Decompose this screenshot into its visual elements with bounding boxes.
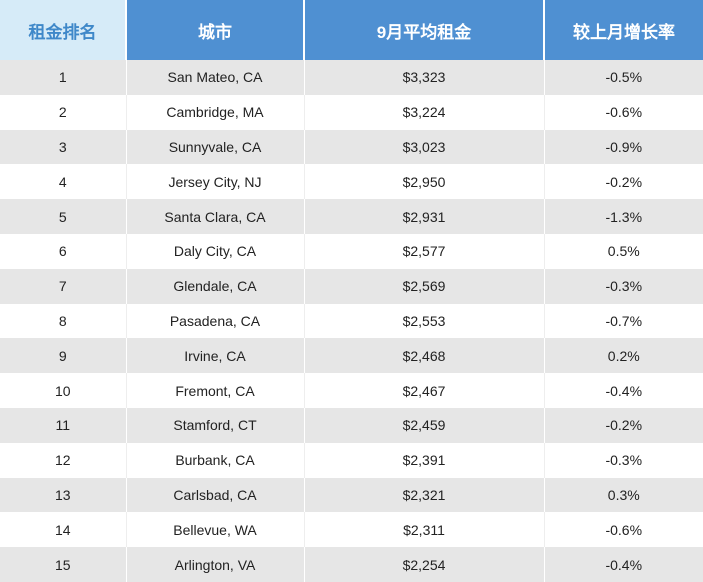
cell-city: Daly City, CA [126, 233, 305, 269]
cell-mom-growth: -0.3% [544, 268, 703, 304]
cell-rank: 2 [0, 94, 127, 130]
cell-mom-growth: -0.9% [544, 129, 703, 165]
table-row: 10 Fremont, CA $2,467 -0.4% [0, 373, 703, 408]
cell-avg-rent: $2,931 [304, 199, 545, 234]
header-avg-rent[interactable]: 9月平均租金 [304, 0, 545, 60]
cell-avg-rent: $2,950 [304, 164, 545, 200]
cell-avg-rent: $2,459 [304, 407, 545, 443]
cell-avg-rent: $3,023 [304, 129, 545, 165]
cell-city: Jersey City, NJ [126, 164, 305, 200]
cell-city: Stamford, CT [126, 407, 305, 443]
cell-mom-growth: -0.5% [544, 60, 703, 95]
cell-city: Sunnyvale, CA [126, 129, 305, 165]
table-row: 4 Jersey City, NJ $2,950 -0.2% [0, 164, 703, 200]
cell-city: Carlsbad, CA [126, 477, 305, 513]
cell-city: Irvine, CA [126, 338, 305, 374]
cell-city: Glendale, CA [126, 268, 305, 304]
header-row: 租金排名 城市 9月平均租金 较上月增长率 [0, 0, 703, 60]
cell-avg-rent: $3,224 [304, 94, 545, 130]
cell-mom-growth: -0.7% [544, 303, 703, 339]
table-row: 12 Burbank, CA $2,391 -0.3% [0, 442, 703, 478]
cell-mom-growth: -0.6% [544, 512, 703, 548]
cell-mom-growth: -0.4% [544, 373, 703, 408]
cell-rank: 6 [0, 233, 127, 269]
cell-rank: 4 [0, 164, 127, 200]
cell-rank: 10 [0, 373, 127, 408]
table-row: 1 San Mateo, CA $3,323 -0.5% [0, 60, 703, 95]
cell-city: Pasadena, CA [126, 303, 305, 339]
cell-mom-growth: -0.4% [544, 547, 703, 582]
cell-city: Arlington, VA [126, 547, 305, 582]
cell-mom-growth: -0.3% [544, 442, 703, 478]
table-row: 14 Bellevue, WA $2,311 -0.6% [0, 512, 703, 548]
cell-avg-rent: $2,321 [304, 477, 545, 513]
cell-city: Burbank, CA [126, 442, 305, 478]
cell-city: San Mateo, CA [126, 60, 305, 95]
cell-rank: 13 [0, 477, 127, 513]
table-row: 2 Cambridge, MA $3,224 -0.6% [0, 94, 703, 130]
table-row: 5 Santa Clara, CA $2,931 -1.3% [0, 199, 703, 234]
table-body: 1 San Mateo, CA $3,323 -0.5% 2 Cambridge, MA $… [0, 60, 703, 582]
cell-city: Cambridge, MA [126, 94, 305, 130]
cell-rank: 9 [0, 338, 127, 374]
table-row: 9 Irvine, CA $2,468 0.2% [0, 338, 703, 374]
cell-mom-growth: -0.2% [544, 164, 703, 200]
cell-mom-growth: -0.6% [544, 94, 703, 130]
cell-mom-growth: 0.5% [544, 233, 703, 269]
cell-avg-rent: $2,569 [304, 268, 545, 304]
cell-rank: 8 [0, 303, 127, 339]
cell-city: Fremont, CA [126, 373, 305, 408]
cell-avg-rent: $2,553 [304, 303, 545, 339]
cell-avg-rent: $2,467 [304, 373, 545, 408]
cell-avg-rent: $2,254 [304, 547, 545, 582]
header-rank[interactable]: 租金排名 [0, 0, 127, 60]
header-mom-growth[interactable]: 较上月增长率 [544, 0, 703, 60]
cell-rank: 14 [0, 512, 127, 548]
cell-mom-growth: 0.2% [544, 338, 703, 374]
table-row: 7 Glendale, CA $2,569 -0.3% [0, 268, 703, 304]
table-row: 6 Daly City, CA $2,577 0.5% [0, 233, 703, 269]
cell-rank: 15 [0, 547, 127, 582]
cell-avg-rent: $3,323 [304, 60, 545, 95]
table-row: 11 Stamford, CT $2,459 -0.2% [0, 407, 703, 443]
table-row: 15 Arlington, VA $2,254 -0.4% [0, 547, 703, 582]
header-city[interactable]: 城市 [126, 0, 305, 60]
cell-mom-growth: -1.3% [544, 199, 703, 234]
cell-mom-growth: -0.2% [544, 407, 703, 443]
cell-city: Bellevue, WA [126, 512, 305, 548]
cell-rank: 3 [0, 129, 127, 165]
cell-city: Santa Clara, CA [126, 199, 305, 234]
cell-rank: 1 [0, 60, 127, 95]
table-row: 13 Carlsbad, CA $2,321 0.3% [0, 477, 703, 513]
cell-rank: 7 [0, 268, 127, 304]
cell-avg-rent: $2,391 [304, 442, 545, 478]
cell-avg-rent: $2,468 [304, 338, 545, 374]
table-row: 3 Sunnyvale, CA $3,023 -0.9% [0, 129, 703, 165]
table-row: 8 Pasadena, CA $2,553 -0.7% [0, 303, 703, 339]
table-header: 租金排名 城市 9月平均租金 较上月增长率 [0, 0, 703, 60]
cell-mom-growth: 0.3% [544, 477, 703, 513]
cell-rank: 5 [0, 199, 127, 234]
cell-rank: 12 [0, 442, 127, 478]
cell-rank: 11 [0, 407, 127, 443]
cell-avg-rent: $2,311 [304, 512, 545, 548]
cell-avg-rent: $2,577 [304, 233, 545, 269]
